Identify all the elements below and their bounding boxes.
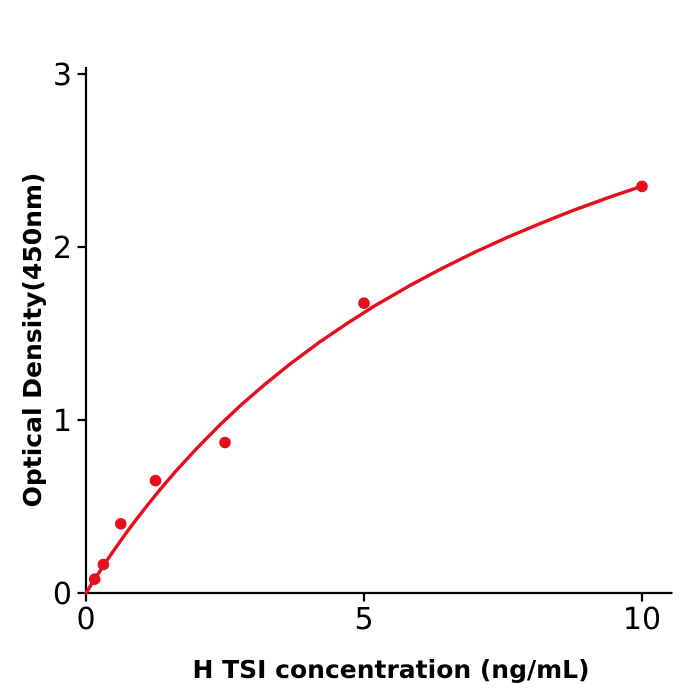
- data-point: [88, 573, 101, 585]
- data-point: [149, 474, 162, 487]
- y-tick-label: 0: [53, 577, 72, 612]
- x-axis-title: H TSI concentration (ng/mL): [192, 655, 589, 684]
- data-point: [97, 558, 110, 571]
- data-point: [636, 180, 648, 193]
- y-axis-title: Optical Density(450nm): [18, 173, 47, 508]
- x-tick-label: 5: [354, 602, 373, 637]
- data-point: [358, 297, 370, 310]
- y-tick-label: 1: [53, 404, 72, 439]
- data-point: [115, 518, 127, 530]
- x-tick-label: 10: [623, 602, 661, 637]
- y-tick-label: 3: [53, 58, 72, 93]
- y-tick-label: 2: [53, 231, 72, 266]
- y-axis-ticks: 0 1 2 3: [53, 58, 86, 612]
- x-axis-ticks: 0 5 10: [76, 593, 661, 637]
- fitted-curve: [84, 184, 644, 595]
- scatter-points: [88, 180, 648, 585]
- data-point: [219, 436, 231, 449]
- x-tick-label: 0: [76, 602, 95, 637]
